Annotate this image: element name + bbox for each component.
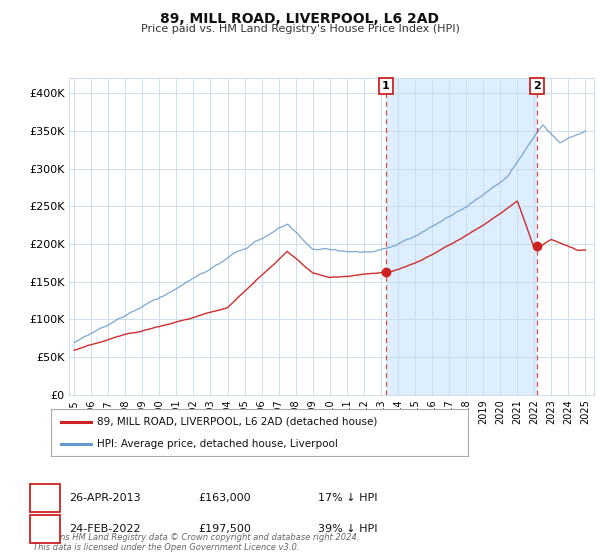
Text: 89, MILL ROAD, LIVERPOOL, L6 2AD: 89, MILL ROAD, LIVERPOOL, L6 2AD [161, 12, 439, 26]
Text: 24-FEB-2022: 24-FEB-2022 [69, 524, 140, 534]
Text: 2: 2 [533, 81, 541, 91]
Text: 1: 1 [382, 81, 390, 91]
Text: 26-APR-2013: 26-APR-2013 [69, 493, 140, 503]
Text: £163,000: £163,000 [198, 493, 251, 503]
Text: 2: 2 [41, 524, 49, 534]
Text: 1: 1 [41, 493, 49, 503]
Text: 39% ↓ HPI: 39% ↓ HPI [318, 524, 377, 534]
Text: 17% ↓ HPI: 17% ↓ HPI [318, 493, 377, 503]
Text: 89, MILL ROAD, LIVERPOOL, L6 2AD (detached house): 89, MILL ROAD, LIVERPOOL, L6 2AD (detach… [97, 417, 377, 427]
Text: Contains HM Land Registry data © Crown copyright and database right 2024.
This d: Contains HM Land Registry data © Crown c… [33, 533, 359, 552]
Bar [386, 78, 537, 395]
Text: HPI: Average price, detached house, Liverpool: HPI: Average price, detached house, Live… [97, 438, 338, 449]
Text: Price paid vs. HM Land Registry's House Price Index (HPI): Price paid vs. HM Land Registry's House … [140, 24, 460, 34]
Text: £197,500: £197,500 [198, 524, 251, 534]
